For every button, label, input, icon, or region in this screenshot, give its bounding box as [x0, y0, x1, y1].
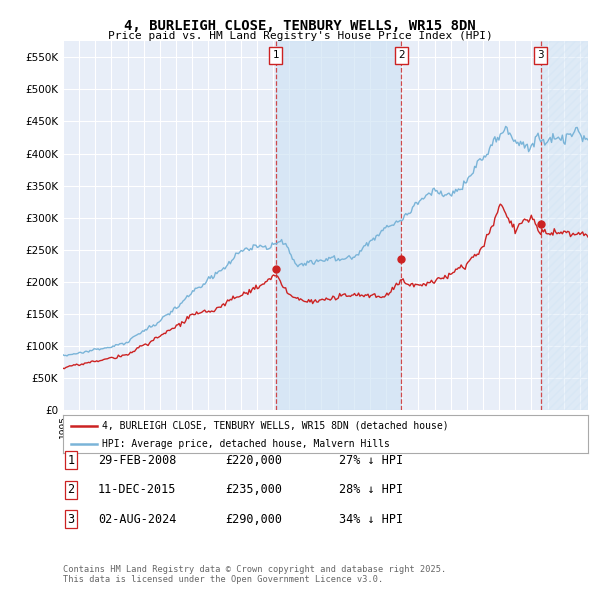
Text: 34% ↓ HPI: 34% ↓ HPI: [339, 513, 403, 526]
Text: 3: 3: [538, 50, 544, 60]
Text: Contains HM Land Registry data © Crown copyright and database right 2025.
This d: Contains HM Land Registry data © Crown c…: [63, 565, 446, 584]
Text: 4, BURLEIGH CLOSE, TENBURY WELLS, WR15 8DN (detached house): 4, BURLEIGH CLOSE, TENBURY WELLS, WR15 8…: [103, 421, 449, 431]
Text: Price paid vs. HM Land Registry's House Price Index (HPI): Price paid vs. HM Land Registry's House …: [107, 31, 493, 41]
Bar: [541, 41, 588, 410]
Text: 1: 1: [67, 454, 74, 467]
Text: 02-AUG-2024: 02-AUG-2024: [98, 513, 176, 526]
Bar: [275, 41, 401, 410]
Text: 2: 2: [398, 50, 404, 60]
Text: HPI: Average price, detached house, Malvern Hills: HPI: Average price, detached house, Malv…: [103, 438, 390, 448]
Text: 27% ↓ HPI: 27% ↓ HPI: [339, 454, 403, 467]
Text: £220,000: £220,000: [225, 454, 282, 467]
Text: 11-DEC-2015: 11-DEC-2015: [98, 483, 176, 496]
Text: £235,000: £235,000: [225, 483, 282, 496]
Text: 1: 1: [272, 50, 279, 60]
Text: 29-FEB-2008: 29-FEB-2008: [98, 454, 176, 467]
Text: 28% ↓ HPI: 28% ↓ HPI: [339, 483, 403, 496]
Text: 3: 3: [67, 513, 74, 526]
Text: 4, BURLEIGH CLOSE, TENBURY WELLS, WR15 8DN: 4, BURLEIGH CLOSE, TENBURY WELLS, WR15 8…: [124, 19, 476, 33]
Text: 2: 2: [67, 483, 74, 496]
Text: £290,000: £290,000: [225, 513, 282, 526]
